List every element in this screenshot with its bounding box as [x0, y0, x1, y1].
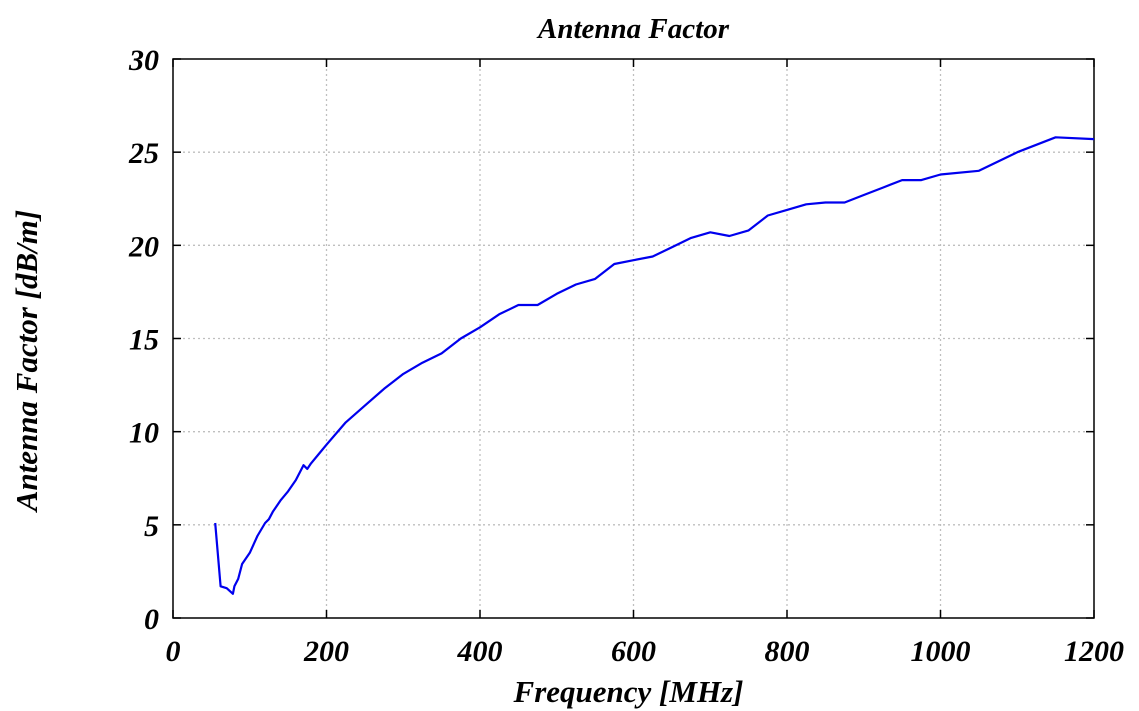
series-group — [214, 136, 1095, 595]
x-tick-labels: 0 200 400 600 800 1000 1200 — [166, 635, 1125, 668]
y-tick-label: 30 — [128, 44, 159, 77]
y-tick-label: 5 — [144, 510, 159, 543]
y-tick-label: 15 — [129, 324, 159, 357]
x-tick-label: 800 — [765, 635, 810, 668]
x-tick-label: 0 — [166, 635, 181, 668]
chart-title: Antenna Factor — [536, 13, 730, 45]
x-tick-label: 400 — [457, 635, 503, 668]
grid — [173, 59, 1094, 618]
x-tick-label: 1000 — [911, 635, 971, 668]
y-axis-label: Antenna Factor [dB/m] — [9, 210, 44, 513]
series-line-0 — [214, 136, 1095, 595]
y-tick-label: 10 — [129, 417, 159, 450]
y-tick-label: 25 — [128, 137, 159, 170]
x-tick-label: 600 — [611, 635, 656, 668]
x-axis-label: Frequency [MHz] — [513, 674, 744, 709]
axis-ticks — [172, 58, 1095, 619]
x-tick-label: 200 — [303, 635, 349, 668]
y-tick-label: 20 — [128, 230, 159, 263]
y-tick-label: 0 — [144, 603, 159, 636]
x-tick-label: 1200 — [1064, 635, 1124, 668]
y-tick-labels: 0 5 10 15 20 25 30 — [128, 44, 159, 636]
